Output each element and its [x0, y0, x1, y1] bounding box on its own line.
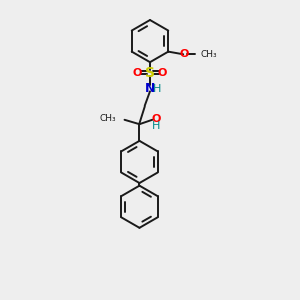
Text: O: O	[152, 114, 161, 124]
Text: H: H	[153, 84, 162, 94]
Text: CH₃: CH₃	[200, 50, 217, 59]
Text: N: N	[145, 82, 155, 95]
Text: O: O	[158, 68, 167, 78]
Text: CH₃: CH₃	[99, 113, 116, 122]
Text: S: S	[145, 66, 155, 80]
Text: O: O	[133, 68, 142, 78]
Text: O: O	[180, 49, 189, 59]
Text: H: H	[152, 121, 160, 130]
